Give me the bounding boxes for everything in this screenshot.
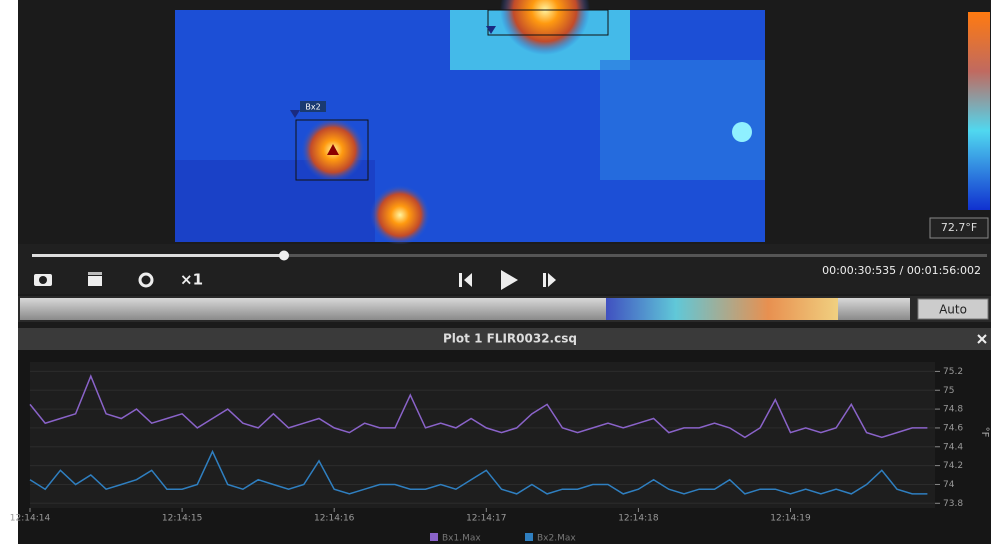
roi-marker bbox=[486, 26, 496, 34]
series-line bbox=[29, 449, 928, 495]
y-tick-label: 74.6 bbox=[943, 423, 963, 433]
y-tick-label: 75.2 bbox=[943, 367, 963, 377]
timeline[interactable] bbox=[32, 254, 987, 257]
roi-box bbox=[487, 9, 609, 36]
scale-min-box bbox=[929, 217, 989, 239]
legend-label: Bx2.Max bbox=[537, 534, 576, 544]
hot-spot bbox=[370, 185, 430, 245]
x-tick-label: 12:14:16 bbox=[314, 514, 355, 524]
palette-range[interactable] bbox=[606, 298, 838, 320]
timeline-progress bbox=[32, 254, 284, 257]
y-tick-label: 73.8 bbox=[943, 499, 963, 509]
snapshot-button[interactable] bbox=[34, 274, 52, 286]
scale-min-label: 72.7°F bbox=[941, 221, 977, 234]
thermal-region bbox=[600, 60, 765, 180]
legend-swatch bbox=[430, 533, 438, 541]
plot-title: Plot 1 FLIR0032.csq bbox=[443, 332, 577, 346]
x-tick-label: 12:14:17 bbox=[466, 514, 506, 524]
step-back-button[interactable] bbox=[459, 273, 472, 287]
hot-marker bbox=[327, 144, 339, 155]
roi-label: Bx2 bbox=[305, 103, 320, 112]
y-tick-label: 74 bbox=[943, 480, 955, 490]
plot-area bbox=[30, 362, 935, 508]
speed-label[interactable]: ×1 bbox=[180, 271, 203, 289]
legend-label: Bx1.Max bbox=[442, 534, 481, 544]
auto-button[interactable] bbox=[917, 298, 989, 320]
y-tick-label: 74.2 bbox=[943, 461, 963, 471]
step-forward-button[interactable] bbox=[543, 273, 556, 287]
x-tick-label: 12:14:18 bbox=[618, 514, 659, 524]
hot-spot bbox=[500, 0, 590, 55]
auto-label[interactable]: Auto bbox=[939, 303, 967, 317]
y-tick-label: 74.4 bbox=[943, 442, 963, 452]
y-axis-label: °F bbox=[979, 427, 990, 438]
time-label: 00:00:30:535 / 00:01:56:002 bbox=[822, 264, 981, 277]
roi-marker bbox=[290, 110, 300, 118]
x-tick-label: 12:14:19 bbox=[770, 514, 811, 524]
record-button[interactable] bbox=[88, 272, 102, 286]
x-tick-label: 12:14:15 bbox=[162, 514, 202, 524]
play-button[interactable] bbox=[501, 270, 518, 290]
timeline-thumb[interactable] bbox=[279, 250, 289, 261]
colorbar bbox=[968, 12, 990, 210]
legend-swatch bbox=[525, 533, 533, 541]
roi-box bbox=[295, 119, 369, 181]
hot-spot bbox=[732, 122, 752, 142]
series-line bbox=[29, 374, 928, 439]
roi-label-bg bbox=[300, 101, 326, 112]
plot-header bbox=[18, 328, 991, 350]
y-tick-label: 74.8 bbox=[943, 405, 963, 415]
x-tick-label: 12:14:14 bbox=[10, 514, 51, 524]
loop-button[interactable] bbox=[138, 272, 154, 288]
close-button[interactable] bbox=[977, 334, 987, 344]
y-tick-label: 75 bbox=[943, 386, 954, 396]
